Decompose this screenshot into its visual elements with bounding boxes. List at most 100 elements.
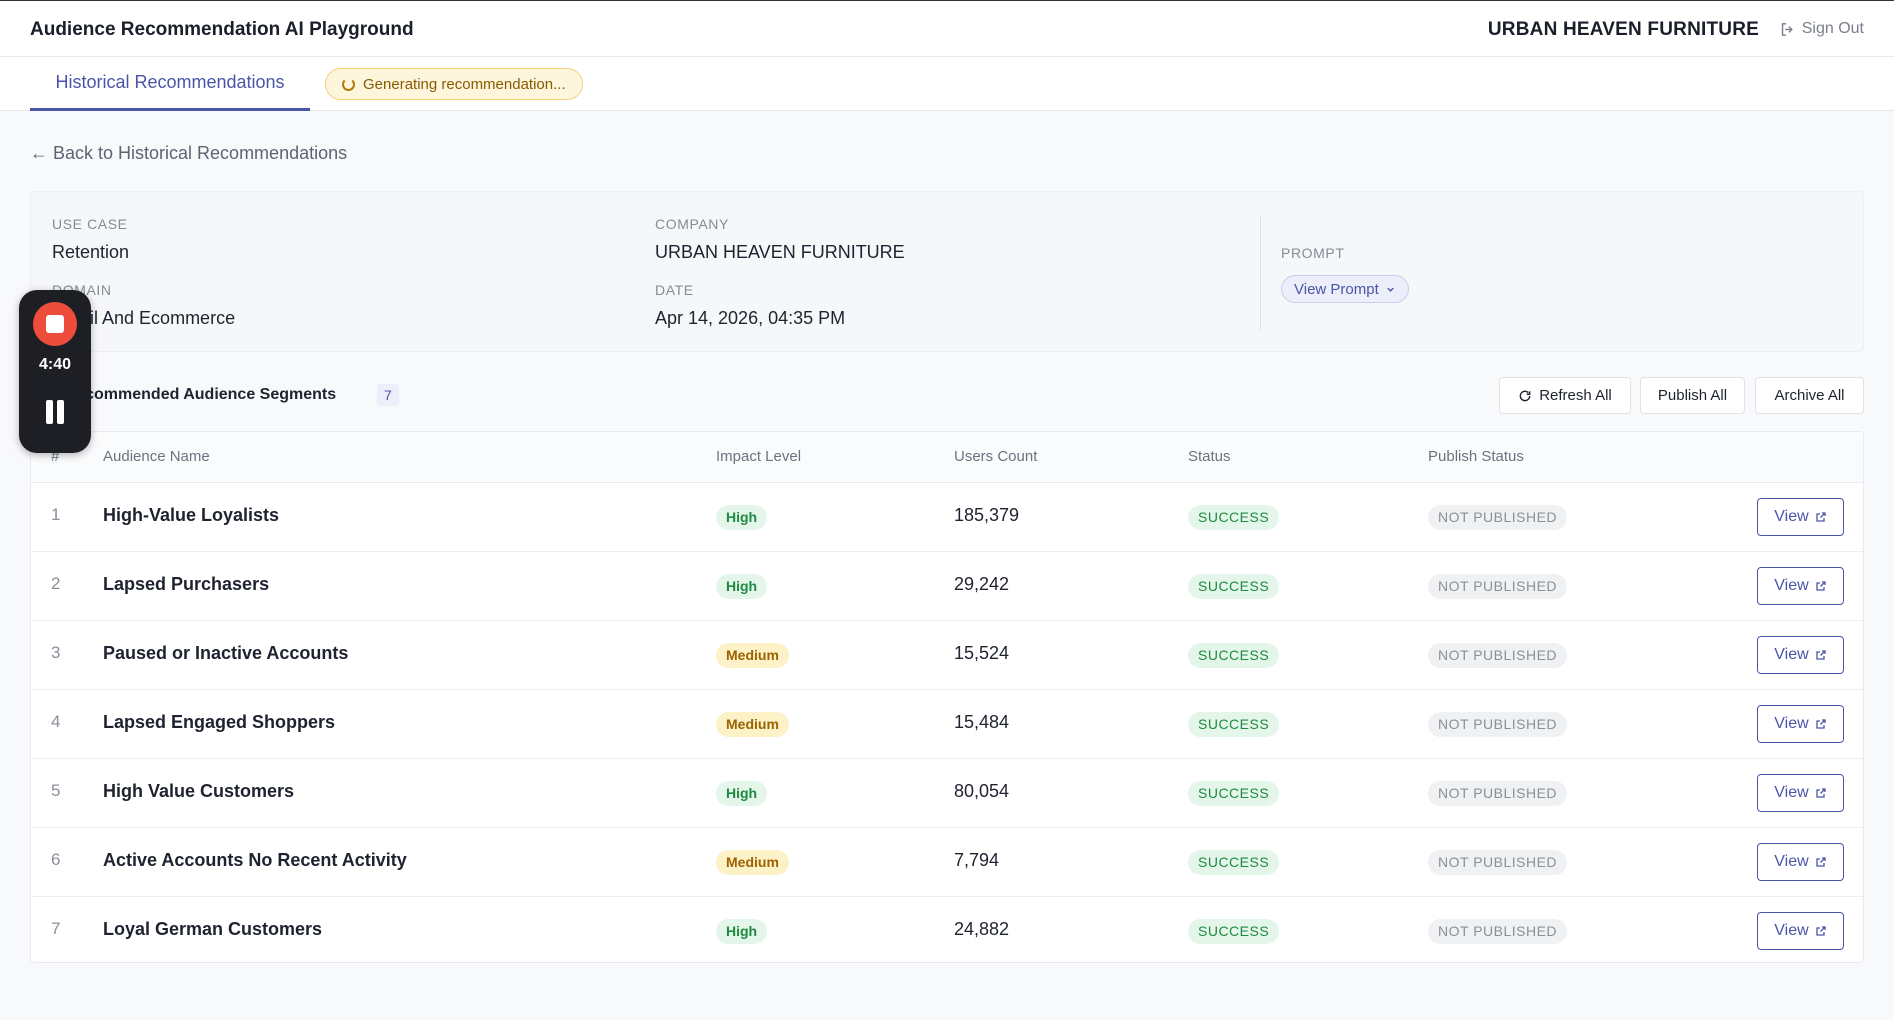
recommendation-info-card: USE CASE Retention DOMAIN Retail And Eco… [30, 191, 1864, 352]
external-link-icon [1816, 857, 1826, 867]
view-button[interactable]: View [1757, 498, 1844, 536]
users-count: 185,379 [954, 505, 1020, 525]
table-row: 7 Loyal German Customers High 24,882 SUCCESS… [31, 897, 1863, 966]
external-link-icon [1816, 650, 1826, 660]
row-number: 4 [51, 712, 61, 731]
column-header-users-count: Users Count [954, 448, 1038, 465]
tab-bar: Historical Recommendations Generating re… [0, 57, 1894, 111]
view-button[interactable]: View [1757, 705, 1844, 743]
archive-all-button[interactable]: Archive All [1755, 377, 1864, 414]
publish-all-button[interactable]: Publish All [1640, 377, 1745, 414]
audience-name: Lapsed Purchasers [103, 574, 270, 594]
publish-status-badge: NOT PUBLISHED [1428, 781, 1568, 806]
view-button[interactable]: View [1757, 567, 1844, 605]
domain-value: Retail And Ecommerce [52, 308, 236, 328]
use-case-label: USE CASE [52, 216, 128, 232]
segments-count-badge: 7 [377, 384, 399, 406]
refresh-all-button[interactable]: Refresh All [1499, 377, 1631, 414]
prompt-label: PROMPT [1281, 245, 1345, 261]
table-row: 6 Active Accounts No Recent Activity Mediu… [31, 828, 1863, 897]
view-button[interactable]: View [1757, 912, 1844, 950]
publish-all-label: Publish All [1657, 387, 1728, 404]
users-count: 15,524 [954, 643, 1010, 663]
impact-badge: High [716, 919, 768, 944]
generating-label: Generating recommendation... [363, 75, 566, 93]
stop-recording-button[interactable] [33, 302, 77, 346]
refresh-all-label: Refresh All [1539, 387, 1612, 404]
back-link[interactable]: ← Back to Historical Recommendations [30, 143, 348, 163]
status-badge: SUCCESS [1188, 712, 1280, 737]
view-prompt-label: View Prompt [1294, 280, 1379, 298]
sign-out-button[interactable]: Sign Out [1779, 20, 1864, 38]
status-badge: SUCCESS [1188, 781, 1280, 806]
status-badge: SUCCESS [1188, 574, 1280, 599]
impact-badge: High [716, 781, 768, 806]
status-badge: SUCCESS [1188, 505, 1280, 530]
view-button[interactable]: View [1757, 843, 1844, 881]
column-header-audience-name: Audience Name [103, 448, 210, 465]
users-count: 7,794 [954, 850, 1000, 870]
segments-table: # Audience Name Impact Level Users Count… [30, 431, 1864, 963]
screen-recorder-widget: 4:40 [19, 290, 91, 453]
tab-historical-recommendations[interactable]: Historical Recommendations [30, 57, 310, 111]
external-link-icon [1816, 719, 1826, 729]
row-number: 5 [51, 781, 61, 800]
publish-status-badge: NOT PUBLISHED [1428, 919, 1568, 944]
users-count: 80,054 [954, 781, 1010, 801]
refresh-icon [1519, 390, 1531, 401]
row-number: 3 [51, 643, 61, 662]
row-number: 6 [51, 850, 61, 869]
app-title: Audience Recommendation AI Playground [30, 19, 414, 40]
publish-status-badge: NOT PUBLISHED [1428, 643, 1568, 668]
table-row: 2 Lapsed Purchasers High 29,242 SUCCESS NOT P… [31, 552, 1863, 621]
use-case-value: Retention [52, 242, 130, 262]
external-link-icon [1816, 788, 1826, 798]
row-number: 1 [51, 505, 61, 524]
row-number: 7 [51, 919, 61, 938]
audience-name: Active Accounts No Recent Activity [103, 850, 407, 870]
publish-status-badge: NOT PUBLISHED [1428, 712, 1568, 737]
users-count: 24,882 [954, 919, 1010, 939]
users-count: 29,242 [954, 574, 1010, 594]
publish-status-badge: NOT PUBLISHED [1428, 574, 1568, 599]
table-row: 5 High Value Customers High 80,054 SUCCESS NO… [31, 759, 1863, 828]
status-badge: SUCCESS [1188, 850, 1280, 875]
view-label: View [1774, 715, 1809, 732]
table-row: 1 High-Value Loyalists High 185,379 SUCCESS N… [31, 483, 1863, 552]
view-label: View [1774, 853, 1809, 870]
audience-name: Loyal German Customers [103, 919, 323, 939]
impact-badge: High [716, 505, 768, 530]
recording-timer: 4:40 [38, 356, 72, 373]
date-label: DATE [655, 282, 694, 298]
view-button[interactable]: View [1757, 636, 1844, 674]
column-header-publish-status: Publish Status [1428, 448, 1524, 465]
company-label: COMPANY [655, 216, 729, 232]
audience-name: High Value Customers [103, 781, 295, 801]
sign-out-label: Sign Out [1801, 20, 1864, 37]
impact-badge: Medium [716, 643, 789, 668]
pause-icon[interactable] [44, 400, 66, 424]
info-divider [1260, 216, 1261, 330]
row-number: 2 [51, 574, 61, 593]
audience-name: High-Value Loyalists [103, 505, 280, 525]
column-header-status: Status [1188, 448, 1231, 465]
top-bar: Audience Recommendation AI Playground UR… [0, 0, 1894, 57]
table-row: 4 Lapsed Engaged Shoppers Medium 15,484 SUCC… [31, 690, 1863, 759]
view-label: View [1774, 646, 1809, 663]
impact-badge: Medium [716, 850, 789, 875]
archive-all-label: Archive All [1774, 387, 1845, 404]
generating-badge[interactable]: Generating recommendation... [325, 68, 583, 100]
users-count: 15,484 [954, 712, 1010, 732]
view-label: View [1774, 508, 1809, 525]
sign-out-icon [1781, 22, 1793, 36]
status-badge: SUCCESS [1188, 919, 1280, 944]
date-value: Apr 14, 2026, 04:35 PM [655, 308, 846, 328]
company-name: URBAN HEAVEN FURNITURE [1487, 19, 1759, 40]
view-label: View [1774, 922, 1809, 939]
view-label: View [1774, 577, 1809, 594]
impact-badge: High [716, 574, 768, 599]
view-prompt-button[interactable]: View Prompt [1281, 275, 1409, 303]
company-value: URBAN HEAVEN FURNITURE [655, 242, 905, 262]
view-button[interactable]: View [1757, 774, 1844, 812]
external-link-icon [1816, 926, 1826, 936]
